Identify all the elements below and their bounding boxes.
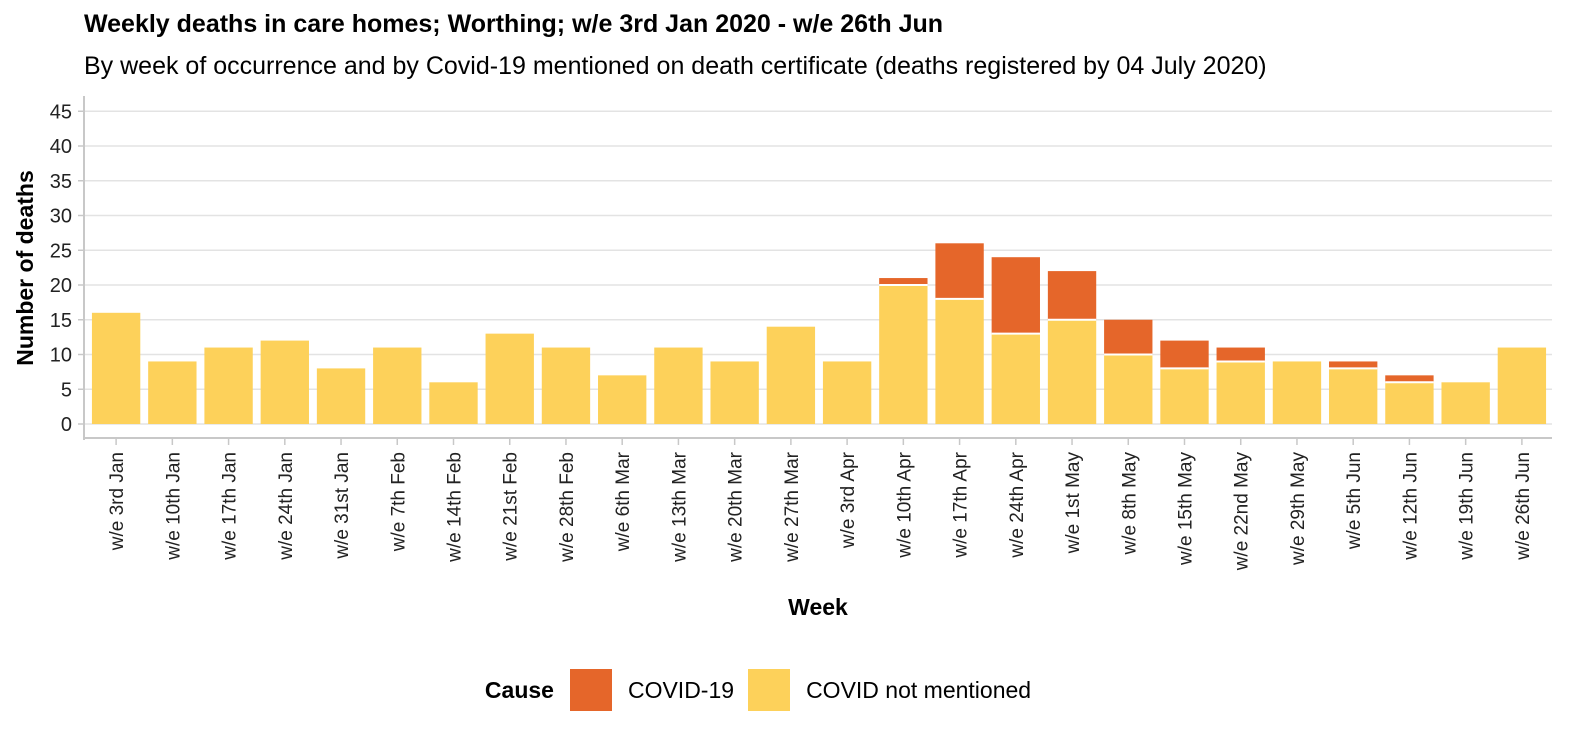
y-tick-label: 15 <box>50 310 72 332</box>
bar-covid-not-mentioned <box>991 333 1040 424</box>
bar-covid-not-mentioned <box>316 368 366 424</box>
y-tick-label: 0 <box>61 414 72 436</box>
bar-covid-not-mentioned <box>148 361 197 424</box>
x-tick-label: w/e 15th May <box>1176 452 1197 566</box>
x-tick-label: w/e 27th Mar <box>782 451 803 562</box>
y-tick-label: 20 <box>50 275 72 297</box>
x-tick-label: w/e 28th Feb <box>557 452 578 563</box>
x-tick-label: w/e 17th Apr <box>951 451 972 558</box>
legend-title: Cause <box>484 676 554 703</box>
gridlines <box>84 110 1552 425</box>
x-tick-label: w/e 17th Jan <box>220 452 241 561</box>
x-tick-label: w/e 29th May <box>1288 452 1309 566</box>
bar-covid-not-mentioned <box>541 347 591 424</box>
x-tick-label: w/e 24th Jan <box>276 452 297 561</box>
bar-covid-not-mentioned <box>766 326 816 424</box>
y-axis-ticks: 0 5 10 15 20 25 30 35 40 45 <box>50 101 84 436</box>
legend-swatch-not-mentioned <box>748 669 791 711</box>
x-tick-label: w/e 31st Jan <box>332 452 353 560</box>
y-axis-label: Number of deaths <box>12 170 38 366</box>
bar-covid-not-mentioned <box>822 361 872 424</box>
y-tick-label: 5 <box>61 379 72 401</box>
bar-covid-not-mentioned <box>1497 347 1547 424</box>
bar-covid-not-mentioned <box>710 361 759 424</box>
x-axis-ticks: w/e 3rd Jan w/e 10th Jan w/e 17th Jan w/e 2… <box>107 439 1534 571</box>
x-tick-label: w/e 3rd Jan <box>107 452 128 551</box>
x-tick-label: w/e 6th Mar <box>613 451 634 552</box>
legend-label-not-mentioned: COVID not mentioned <box>806 676 1032 703</box>
bar-covid-not-mentioned <box>373 347 422 424</box>
x-tick-label: w/e 3rd Apr <box>838 451 859 549</box>
x-tick-label: w/e 7th Feb <box>388 452 409 552</box>
x-axis-label: Week <box>788 594 848 620</box>
bar-covid-not-mentioned <box>879 285 928 424</box>
y-tick-label: 35 <box>50 171 72 193</box>
bar-covid-19 <box>1216 347 1265 362</box>
x-tick-label: w/e 24th Apr <box>1007 451 1028 558</box>
bar-covid-not-mentioned <box>654 347 703 424</box>
bar-covid-not-mentioned <box>1216 361 1265 424</box>
legend-label-covid: COVID-19 <box>627 676 735 703</box>
bar-covid-not-mentioned <box>1272 361 1322 424</box>
y-tick-label: 10 <box>50 345 72 367</box>
bar-covid-not-mentioned <box>204 347 253 424</box>
chart-title: Weekly deaths in care homes; Worthing; w… <box>84 10 944 38</box>
x-tick-label: w/e 26th Jun <box>1513 452 1534 561</box>
bar-covid-19 <box>1385 375 1434 383</box>
chart-subtitle: By week of occurrence and by Covid-19 me… <box>84 52 1267 80</box>
x-tick-label: w/e 5th Jun <box>1344 452 1365 550</box>
bar-covid-not-mentioned <box>429 382 478 424</box>
bar-covid-19 <box>1104 319 1153 355</box>
bars <box>91 243 1547 424</box>
bar-covid-not-mentioned <box>260 340 309 424</box>
legend: Cause COVID-19 COVID not mentioned <box>0 668 1580 712</box>
x-tick-label: w/e 8th May <box>1119 452 1140 556</box>
legend-item-covid: COVID-19 <box>569 669 735 711</box>
x-tick-label: w/e 22nd May <box>1232 452 1253 572</box>
x-tick-label: w/e 1st May <box>1063 452 1084 555</box>
bar-covid-not-mentioned <box>485 333 534 424</box>
bar-covid-not-mentioned <box>598 375 647 424</box>
bar-covid-19 <box>879 278 928 285</box>
bar-covid-not-mentioned <box>1160 368 1209 424</box>
bar-covid-19 <box>1329 361 1378 369</box>
x-tick-label: w/e 10th Jan <box>163 452 184 561</box>
bar-covid-not-mentioned <box>91 312 141 424</box>
x-tick-label: w/e 10th Apr <box>894 451 915 558</box>
x-tick-label: w/e 21st Feb <box>501 452 522 562</box>
y-tick-label: 25 <box>50 240 72 262</box>
x-tick-label: w/e 19th Jun <box>1457 452 1478 561</box>
bar-covid-19 <box>935 243 984 299</box>
y-tick-label: 40 <box>50 136 72 158</box>
bar-covid-not-mentioned <box>935 298 984 424</box>
x-tick-label: w/e 12th Jun <box>1400 452 1421 561</box>
bar-covid-19 <box>1160 340 1209 369</box>
bar-covid-not-mentioned <box>1329 368 1378 424</box>
x-tick-label: w/e 13th Mar <box>669 451 690 562</box>
bar-covid-not-mentioned <box>1441 382 1490 424</box>
bar-covid-19 <box>1047 271 1097 320</box>
y-tick-label: 45 <box>50 101 72 123</box>
legend-item-not-mentioned: COVID not mentioned <box>748 669 1031 711</box>
bar-covid-19 <box>991 257 1040 334</box>
bar-covid-not-mentioned <box>1104 354 1153 424</box>
bar-chart: 0 5 10 15 20 25 30 35 40 45 w/e 3rd Jan w/e 10th J… <box>12 96 1552 620</box>
bar-covid-not-mentioned <box>1385 382 1434 424</box>
x-tick-label: w/e 14th Feb <box>445 452 466 563</box>
y-tick-label: 30 <box>50 206 72 228</box>
x-tick-label: w/e 20th Mar <box>726 451 747 562</box>
legend-swatch-covid <box>569 669 612 711</box>
bar-covid-not-mentioned <box>1047 319 1097 424</box>
